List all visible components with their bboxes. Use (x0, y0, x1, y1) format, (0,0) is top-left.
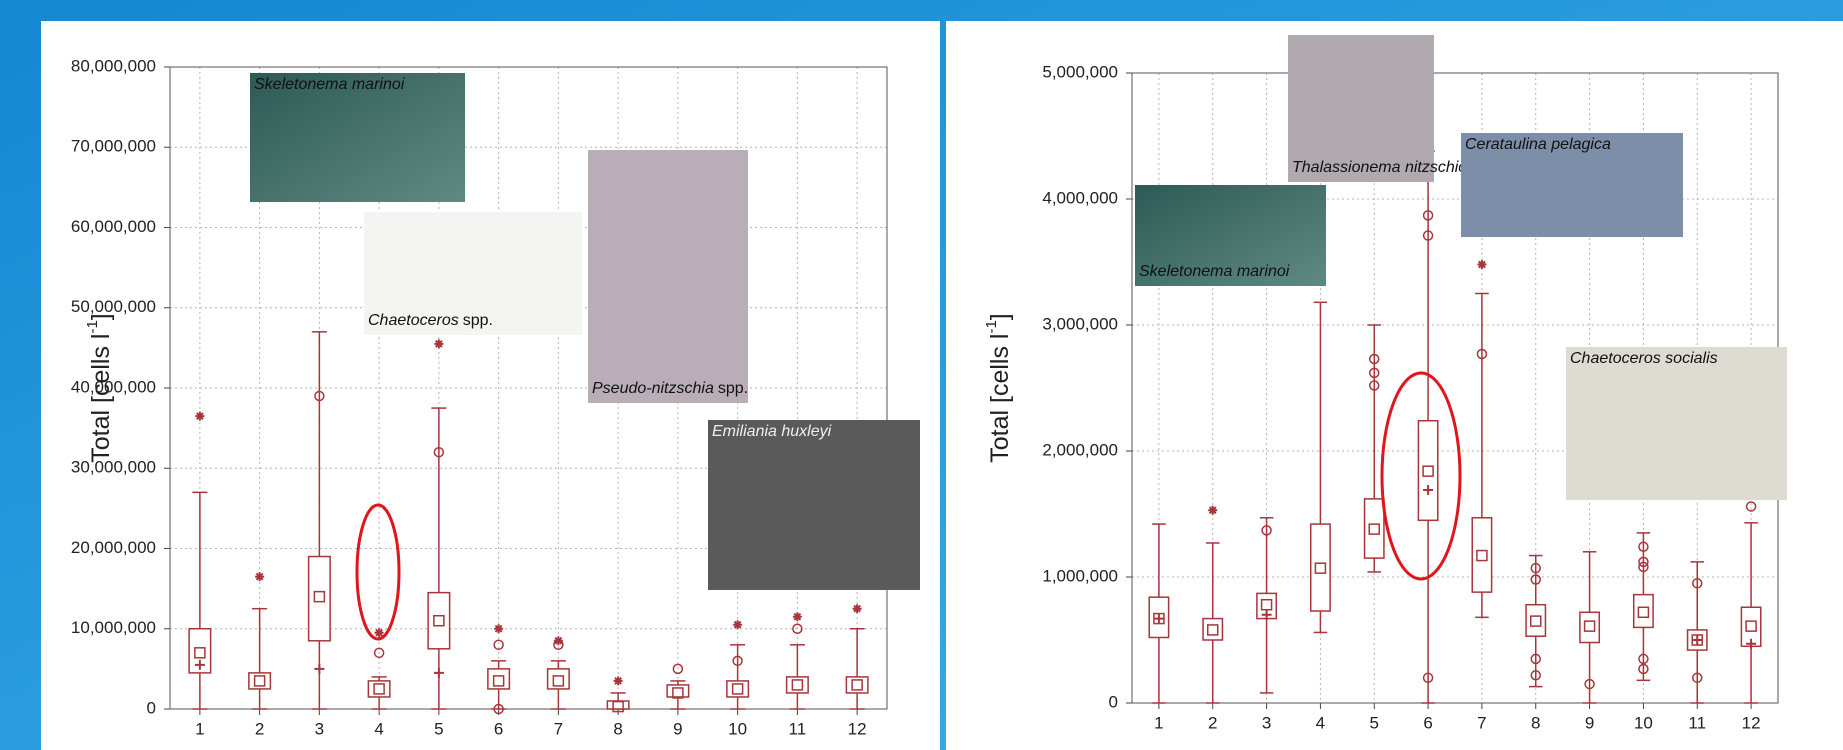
box (667, 685, 689, 697)
y-axis-label-part: Total [cells l (87, 334, 115, 463)
box (1203, 619, 1222, 640)
box (1311, 524, 1330, 611)
y-axis-label-part: -1 (983, 320, 1000, 333)
box (1418, 421, 1437, 521)
x-tick-label: 12 (1742, 713, 1761, 732)
y-axis-label-part: Total [cells l (986, 334, 1014, 463)
y-tick-label: 1,000,000 (1042, 566, 1118, 585)
species-photo (708, 420, 920, 590)
y-axis-label: Total [cells l-1] (84, 313, 114, 463)
y-tick-label: 80,000,000 (71, 56, 156, 75)
x-tick-label: 6 (494, 719, 503, 738)
x-tick-label: 7 (554, 719, 563, 738)
y-tick-label: 2,000,000 (1042, 440, 1118, 459)
box (1526, 605, 1545, 637)
y-tick-label: 70,000,000 (71, 137, 156, 156)
photo-caption-name: Skeletonema marinoi (1139, 263, 1290, 280)
panel (41, 21, 940, 750)
y-tick-label: 5,000,000 (1042, 62, 1118, 81)
extreme (494, 624, 503, 633)
y-tick-label: 4,000,000 (1042, 188, 1118, 207)
x-tick-label: 9 (673, 719, 682, 738)
box (309, 557, 331, 641)
species-photo (588, 150, 748, 403)
x-tick-label: 7 (1477, 713, 1486, 732)
x-tick-label: 2 (1208, 713, 1217, 732)
species-photo (1566, 347, 1787, 500)
photo-caption: Skeletonema marinoi (1139, 263, 1290, 280)
y-tick-label: 10,000,000 (71, 618, 156, 637)
x-tick-label: 5 (434, 719, 443, 738)
y-tick-label: 0 (147, 698, 156, 717)
y-axis-label-part: ] (986, 313, 1014, 320)
x-tick-label: 6 (1423, 713, 1432, 732)
extreme (195, 412, 204, 421)
y-tick-label: 0 (1109, 692, 1118, 711)
photo-caption-name: Chaetoceros (368, 312, 459, 329)
y-tick-label: 60,000,000 (71, 217, 156, 236)
x-tick-label: 10 (728, 719, 747, 738)
photo-caption-suffix: spp. (718, 380, 748, 397)
photo-caption: Emiliania huxleyi (712, 423, 832, 440)
x-tick-label: 1 (1154, 713, 1163, 732)
y-axis-label-part: ] (87, 313, 115, 320)
x-tick-label: 11 (789, 719, 807, 738)
page: 010,000,00020,000,00030,000,00040,000,00… (0, 0, 1843, 750)
box (428, 593, 450, 649)
box (1634, 595, 1653, 628)
x-tick-label: 8 (1531, 713, 1540, 732)
x-tick-label: 2 (255, 719, 264, 738)
y-tick-label: 20,000,000 (71, 538, 156, 557)
extreme (853, 604, 862, 613)
x-tick-label: 1 (195, 719, 204, 738)
box (1580, 612, 1599, 642)
photo-caption-name: Emiliania huxleyi (712, 423, 832, 440)
box (1365, 499, 1384, 558)
x-tick-label: 8 (613, 719, 622, 738)
x-tick-label: 9 (1585, 713, 1594, 732)
extreme (1208, 506, 1217, 515)
y-axis-label: Total [cells l-1] (983, 313, 1013, 463)
x-tick-label: 11 (1688, 713, 1706, 732)
x-tick-label: 3 (315, 719, 324, 738)
photo-caption: Cerataulina pelagica (1465, 136, 1611, 153)
photo-caption: Skeletonema marinoi (254, 76, 405, 93)
photo-caption-suffix: spp. (463, 312, 493, 329)
x-tick-label: 4 (1316, 713, 1325, 732)
x-tick-label: 3 (1262, 713, 1271, 732)
x-tick-label: 10 (1634, 713, 1653, 732)
photo-caption-name: Cerataulina pelagica (1465, 136, 1611, 153)
slide: 010,000,00020,000,00030,000,00040,000,00… (0, 0, 1843, 750)
x-tick-label: 4 (374, 719, 383, 738)
photo-caption: Chaetoceros socialis (1570, 350, 1718, 367)
y-axis-label-part: -1 (84, 320, 101, 333)
photo-caption-name: Skeletonema marinoi (254, 76, 405, 93)
x-tick-label: 12 (848, 719, 867, 738)
x-tick-label: 5 (1370, 713, 1379, 732)
photo-caption-name: Pseudo-nitzschia (592, 380, 714, 397)
photo-caption-name: Chaetoceros socialis (1570, 350, 1718, 367)
y-tick-label: 3,000,000 (1042, 314, 1118, 333)
extreme (434, 339, 443, 348)
box (1472, 518, 1491, 592)
